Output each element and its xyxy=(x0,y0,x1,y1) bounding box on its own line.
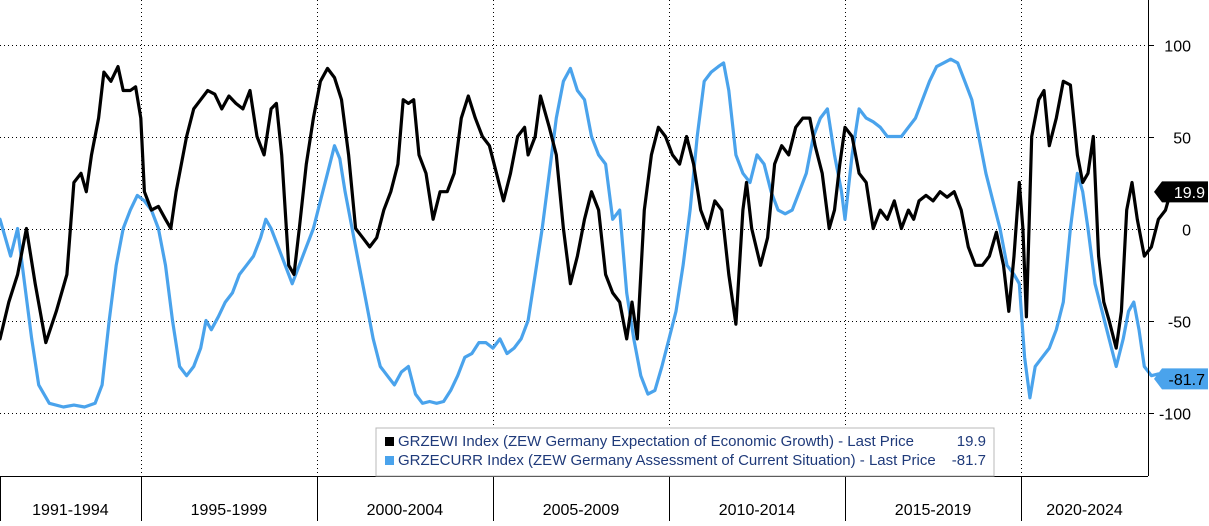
y-tick-label: -100 xyxy=(1159,407,1191,424)
last-price-marker-grzewi: 19.9 xyxy=(1154,181,1208,203)
x-tick-label: 2000-2004 xyxy=(367,502,444,519)
legend-label-grzewi: GRZEWI Index (ZEW Germany Expectation of… xyxy=(398,433,914,450)
y-tick-label: 50 xyxy=(1173,131,1191,148)
series-line-grzewi xyxy=(0,65,1173,350)
y-tick-label: 100 xyxy=(1164,39,1191,56)
x-tick-label: 2010-2014 xyxy=(719,502,796,519)
y-tick-label: 0 xyxy=(1182,223,1191,240)
legend-swatch-grzewi xyxy=(385,437,394,446)
x-tick-label: 1995-1999 xyxy=(191,502,268,519)
last-price-label: 19.9 xyxy=(1174,185,1205,202)
last-price-label: -81.7 xyxy=(1169,372,1206,389)
series-lines xyxy=(0,57,1173,409)
y-axis: 100 50 0 -50 -100 xyxy=(1148,0,1191,476)
last-price-box xyxy=(1154,181,1208,203)
legend-label-grzecurr: GRZECURR Index (ZEW Germany Assessment o… xyxy=(398,452,936,469)
last-price-box xyxy=(1154,368,1208,390)
legend: GRZEWI Index (ZEW Germany Expectation of… xyxy=(375,427,995,477)
x-tick-label: 2020-2024 xyxy=(1046,502,1123,519)
last-price-markers: 19.9 -81.7 xyxy=(1154,181,1208,390)
legend-swatch-grzecurr xyxy=(385,456,394,465)
legend-entry-grzewi: GRZEWI Index (ZEW Germany Expectation of… xyxy=(385,433,986,450)
legend-value-grzecurr: -81.7 xyxy=(952,452,986,469)
grid xyxy=(0,0,1148,476)
legend-value-grzewi: 19.9 xyxy=(957,433,986,450)
x-tick-label: 1991-1994 xyxy=(32,502,109,519)
x-tick-label: 2015-2019 xyxy=(895,502,972,519)
y-tick-label: -50 xyxy=(1168,315,1191,332)
legend-box xyxy=(375,427,995,477)
last-price-marker-grzecurr: -81.7 xyxy=(1154,368,1208,390)
x-tick-label: 2005-2009 xyxy=(543,502,620,519)
legend-entry-grzecurr: GRZECURR Index (ZEW Germany Assessment o… xyxy=(385,452,986,469)
x-axis: 1991-1994 1995-1999 2000-2004 2005-2009 2010… xyxy=(0,476,1148,521)
series-line-grzecurr xyxy=(0,57,1173,409)
